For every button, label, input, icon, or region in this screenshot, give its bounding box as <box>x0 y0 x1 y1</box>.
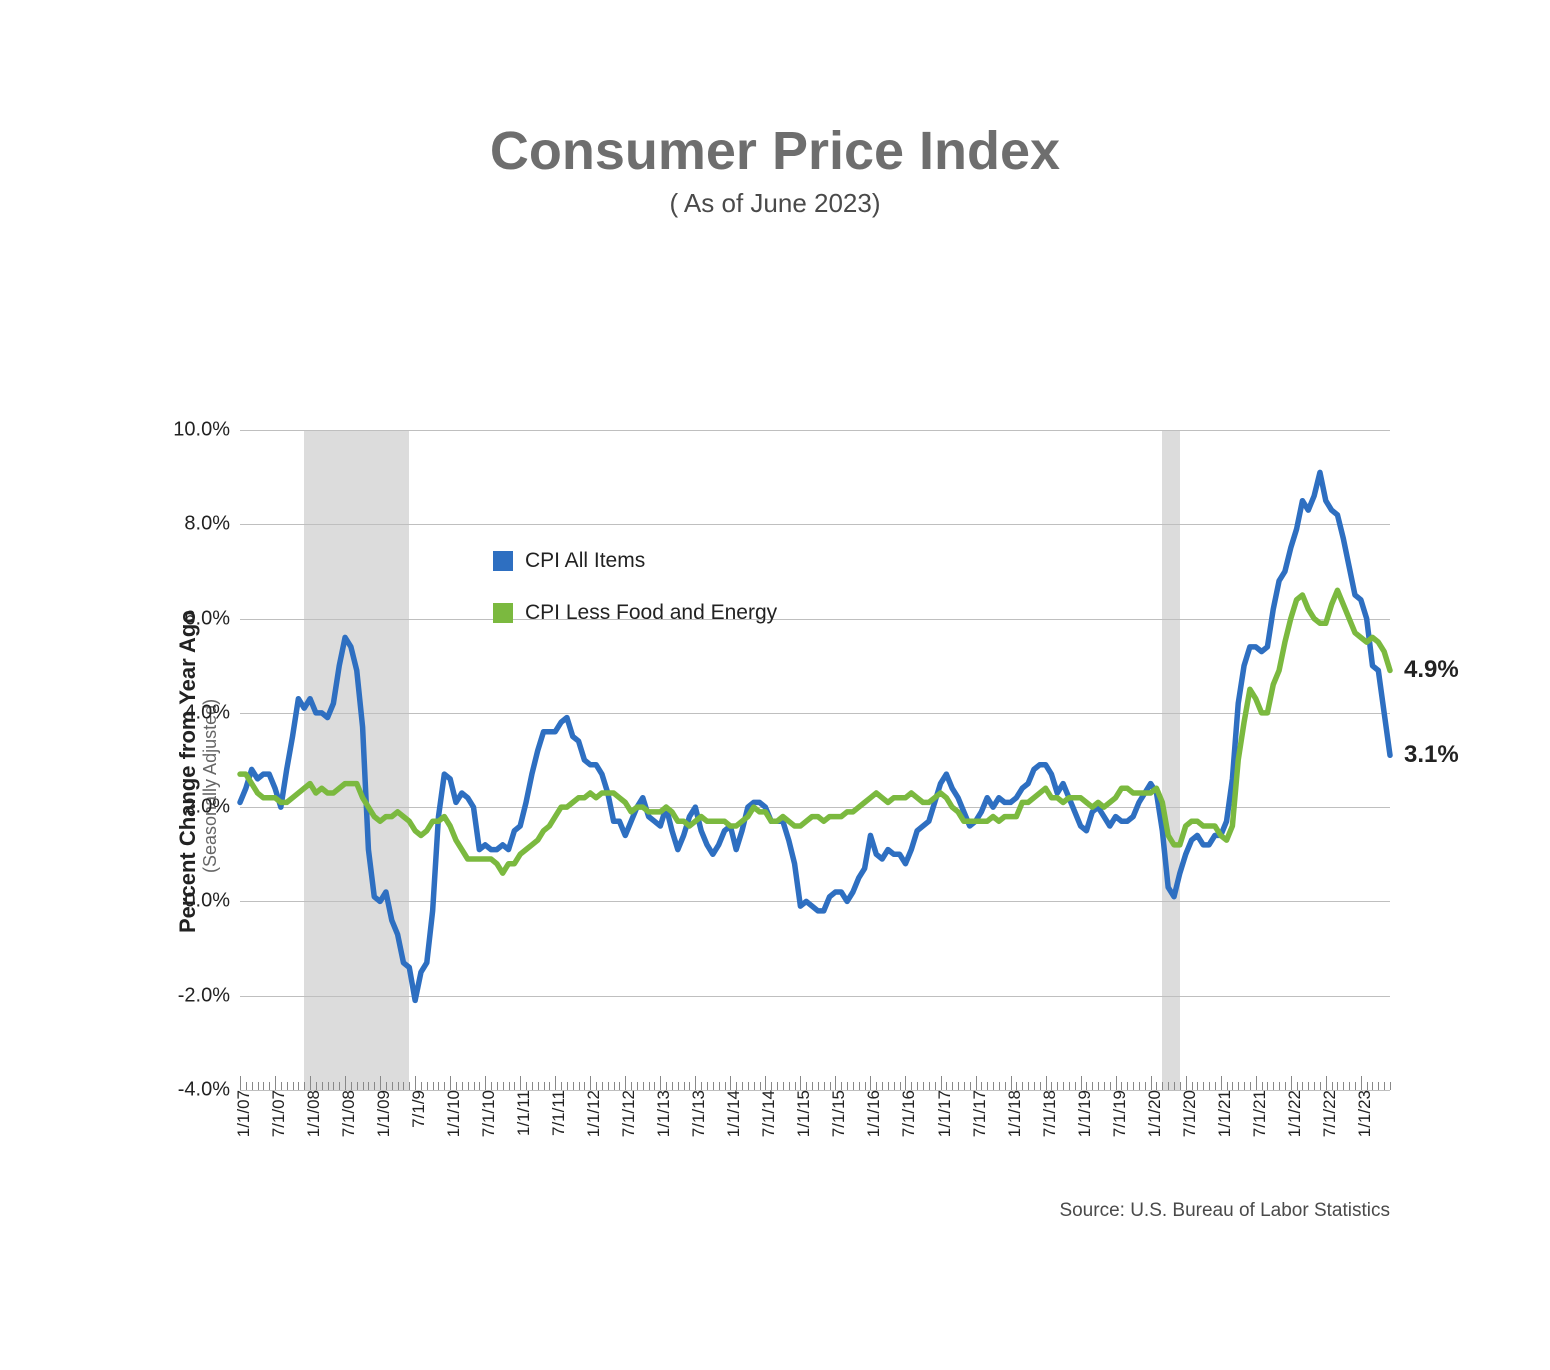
x-tick-label: 1/1/21 <box>1207 1090 1235 1137</box>
x-tick-label: 7/1/11 <box>541 1090 569 1136</box>
legend-item: CPI Less Food and Energy <box>493 601 777 625</box>
x-tick-label: 1/1/14 <box>716 1090 744 1137</box>
line-series-svg <box>240 430 1390 1090</box>
y-tick-label: -2.0% <box>178 984 240 1007</box>
y-tick-label: 4.0% <box>184 701 240 724</box>
x-tick-label: 7/1/20 <box>1172 1090 1200 1137</box>
x-tick-label: 1/1/18 <box>997 1090 1025 1137</box>
x-tick-label: 7/1/10 <box>471 1090 499 1137</box>
x-tick-label: 7/1/13 <box>681 1090 709 1137</box>
x-tick-label: 7/1/08 <box>331 1090 359 1137</box>
x-tick-label: 1/1/15 <box>786 1090 814 1137</box>
x-tick-label: 1/1/12 <box>576 1090 604 1137</box>
x-tick-label: 7/1/22 <box>1312 1090 1340 1137</box>
x-tick-label: 1/1/20 <box>1137 1090 1165 1137</box>
legend-item: CPI All Items <box>493 549 777 573</box>
x-tick-label: 1/1/23 <box>1347 1090 1375 1137</box>
x-tick-label: 1/1/07 <box>226 1090 254 1137</box>
y-axis-sub-label: (Seasonally Adjusted) <box>200 699 221 873</box>
x-tick-label: 7/1/16 <box>891 1090 919 1137</box>
x-tick-minor <box>1390 1082 1391 1090</box>
line-series <box>240 472 1390 1000</box>
y-tick-label: 10.0% <box>173 419 240 442</box>
y-tick-label: 0.0% <box>184 890 240 913</box>
x-tick-label: 1/1/10 <box>436 1090 464 1137</box>
legend-swatch <box>493 603 513 623</box>
x-tick-label: 7/1/15 <box>821 1090 849 1137</box>
x-tick-label: 1/1/08 <box>296 1090 324 1137</box>
x-tick-label: 7/1/12 <box>611 1090 639 1137</box>
x-tick-label: 7/1/19 <box>1102 1090 1130 1137</box>
x-tick-label: 7/1/9 <box>401 1090 429 1128</box>
y-tick-label: 8.0% <box>184 513 240 536</box>
x-tick-label: 1/1/17 <box>927 1090 955 1137</box>
x-tick-label: 1/1/11 <box>506 1090 534 1136</box>
x-tick-label: 7/1/14 <box>751 1090 779 1137</box>
plot-area: CPI All ItemsCPI Less Food and Energy -4… <box>240 430 1390 1090</box>
chart-container: Consumer Price Index ( As of June 2023) … <box>0 120 1550 1370</box>
x-tick-label: 1/1/13 <box>646 1090 674 1137</box>
end-label: 3.1% <box>1390 741 1459 769</box>
x-tick-label: 1/1/09 <box>366 1090 394 1137</box>
x-tick-label: 7/1/17 <box>962 1090 990 1137</box>
source-citation: Source: U.S. Bureau of Labor Statistics <box>1059 1200 1390 1222</box>
legend-swatch <box>493 551 513 571</box>
y-tick-label: 6.0% <box>184 607 240 630</box>
legend-label: CPI Less Food and Energy <box>525 601 777 625</box>
legend: CPI All Items CPI Less Food and Energy <box>493 549 777 653</box>
x-tick-label: 7/1/18 <box>1032 1090 1060 1137</box>
x-tick-label: 7/1/07 <box>261 1090 289 1137</box>
x-tick-label: 1/1/22 <box>1277 1090 1305 1137</box>
x-tick-label: 1/1/19 <box>1067 1090 1095 1137</box>
chart-subtitle: ( As of June 2023) <box>0 188 1550 219</box>
x-tick-label: 1/1/16 <box>856 1090 884 1137</box>
line-series <box>240 590 1390 873</box>
chart-title: Consumer Price Index <box>0 120 1550 182</box>
y-tick-label: 2.0% <box>184 796 240 819</box>
legend-label: CPI All Items <box>525 549 645 573</box>
x-tick-label: 7/1/21 <box>1242 1090 1270 1137</box>
y-axis-main-label: Percent Change from Year Ago <box>175 610 201 933</box>
end-label: 4.9% <box>1390 656 1459 684</box>
